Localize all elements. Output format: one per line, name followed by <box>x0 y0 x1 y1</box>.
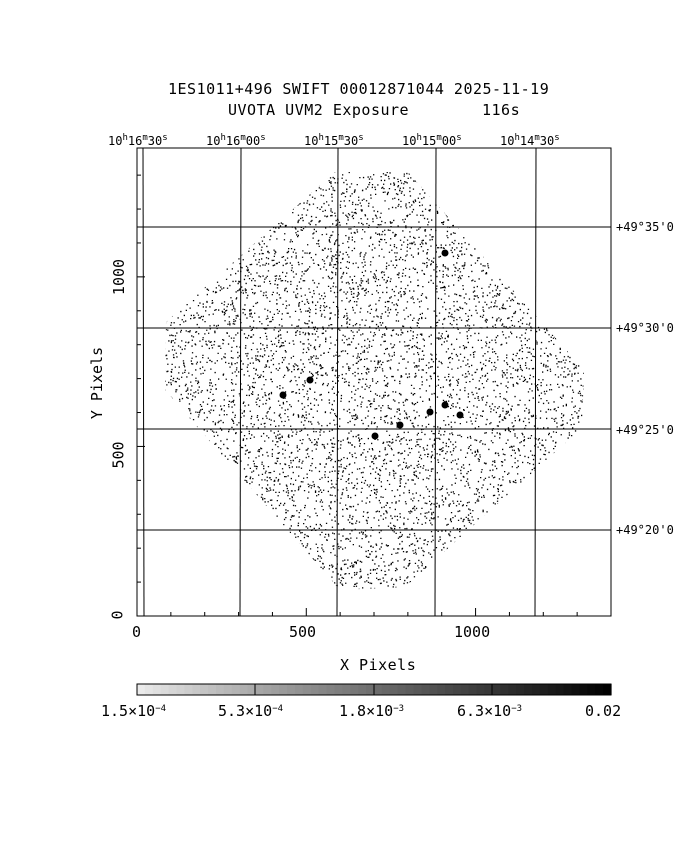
ra-tick-label: 10h15m00s <box>402 133 462 148</box>
dec-tick-label: +49°25'0 <box>616 423 674 437</box>
plot-subtitle: UVOTA UVM2 Exposure <box>228 101 410 119</box>
colorbar <box>136 683 612 696</box>
dec-tick-label: +49°30'0 <box>616 321 674 335</box>
y-axis-label: Y Pixels <box>88 346 107 420</box>
y-tick-label: 1000 <box>110 258 129 296</box>
y-tick-label: 500 <box>109 441 128 469</box>
ra-tick-label: 10h15m30s <box>304 133 364 148</box>
x-tick-label: 0 <box>132 623 142 641</box>
dec-tick-label: +49°20'0 <box>616 523 674 537</box>
coordinate-grid <box>137 147 611 617</box>
exposure-time: 116s <box>482 101 521 119</box>
colorbar-label: 6.3×10−3 <box>457 702 523 720</box>
x-tick-label: 1000 <box>454 623 491 641</box>
x-tick-label: 500 <box>289 623 317 641</box>
axis-ticks <box>136 174 612 617</box>
ra-tick-label: 10h14m30s <box>500 133 560 148</box>
colorbar-label: 5.3×10−4 <box>218 702 284 720</box>
colorbar-label: 1.5×10−4 <box>101 702 167 720</box>
colorbar-label: 1.8×10−3 <box>339 702 405 720</box>
plot-title: 1ES1011+496 SWIFT 00012871044 2025-11-19 <box>168 80 550 98</box>
dec-tick-label: +49°35'0 <box>616 220 674 234</box>
x-axis-label: X Pixels <box>340 656 417 674</box>
ra-tick-label: 10h16m30s <box>108 133 168 148</box>
colorbar-label: 0.02 <box>585 702 622 720</box>
exposure-image <box>165 172 584 590</box>
y-tick-label: 0 <box>108 610 127 620</box>
ra-tick-label: 10h16m00s <box>206 133 266 148</box>
